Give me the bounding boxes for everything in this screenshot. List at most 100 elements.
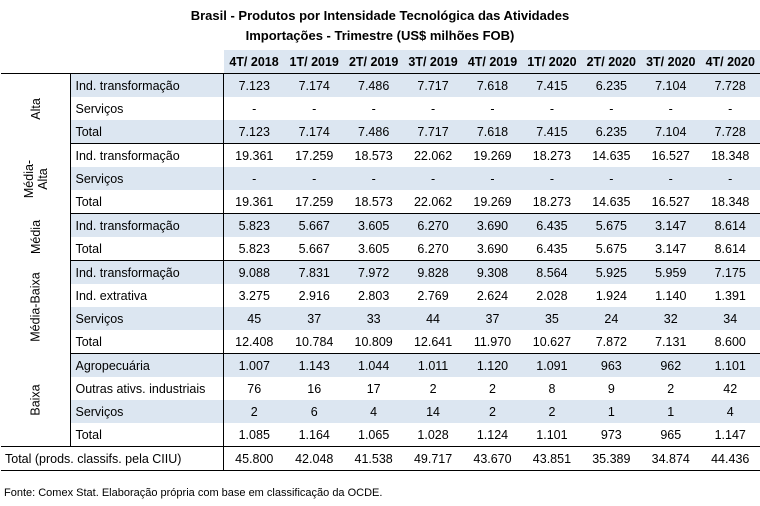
cell-value: 962 [641, 353, 701, 377]
grand-total-value: 43.670 [462, 446, 523, 471]
cell-value: 10.809 [343, 330, 404, 354]
row-label: Total [70, 423, 224, 447]
cell-value: 7.123 [223, 120, 285, 144]
cell-value: 7.131 [641, 330, 701, 354]
cell-value: 3.605 [343, 213, 404, 237]
cell-value: 5.675 [581, 213, 642, 237]
cell-value: 1 [641, 400, 701, 423]
cell-value: 42 [723, 381, 738, 396]
cell-value: 1.140 [655, 288, 687, 303]
cell-value: 2 [223, 400, 285, 423]
row-label: Total [70, 330, 224, 354]
row-label: Ind. transformação [70, 73, 224, 97]
cell-value: - [223, 167, 285, 190]
table-row: Total 5.823 5.667 3.605 6.270 3.690 6.435 5.675… [1, 237, 760, 261]
cell-value: 7.415 [522, 73, 582, 97]
cell-value: 18.273 [532, 148, 572, 163]
group-label: Média [1, 213, 72, 261]
cell-value: 1.147 [700, 423, 760, 447]
cell-value: 1.065 [343, 423, 404, 447]
cell-value: 22.062 [413, 148, 453, 163]
cell-value: 14.635 [581, 190, 642, 214]
cell-value: 4 [700, 400, 760, 423]
cell-value: 9.828 [403, 260, 463, 284]
cell-value: 8.614 [700, 237, 760, 261]
cell-value: - [430, 101, 436, 116]
cell-value: 10.627 [522, 330, 582, 354]
cell-value: 1.085 [223, 423, 285, 447]
cell-value: 1 [581, 400, 642, 423]
cell-value: 1.044 [343, 353, 404, 377]
cell-value: 18.573 [343, 190, 404, 214]
cell-value: 1.164 [284, 423, 344, 447]
cell-value: 37 [284, 307, 344, 330]
cell-value: 2.803 [358, 288, 390, 303]
cell-value: 19.361 [223, 190, 285, 214]
row-label: Outras ativs. industriais [70, 377, 224, 400]
cell-value: 17 [366, 381, 381, 396]
cell-value: 17.259 [284, 190, 344, 214]
cell-value: 5.675 [581, 237, 642, 261]
cell-value: 19.269 [473, 148, 512, 163]
grand-total-value: 45.800 [223, 446, 285, 471]
header-blank-group [1, 50, 71, 74]
row-label: Serviços [70, 307, 224, 330]
cell-value: 963 [581, 353, 642, 377]
row-label: Ind. transformação [70, 143, 224, 167]
cell-value: 4 [343, 400, 404, 423]
cell-value: 11.970 [462, 330, 523, 354]
cell-value: 3.147 [641, 213, 701, 237]
cell-value: 8.600 [700, 330, 760, 354]
cell-value: 76 [247, 381, 262, 396]
group-label: Baixa [1, 353, 72, 447]
cell-value: 14.635 [592, 148, 631, 163]
cell-value: 7.104 [641, 120, 701, 144]
cell-value: 6.270 [403, 213, 463, 237]
cell-value: 6 [284, 400, 344, 423]
cell-value: 6.270 [403, 237, 463, 261]
cell-value: 18.348 [700, 190, 760, 214]
group-label-text: Baixa [28, 384, 43, 416]
cell-value: 14 [403, 400, 463, 423]
table-row: Outras ativs. industriais 76 16 17 2 2 8 9 2 42 [1, 377, 760, 400]
cell-value: 7.717 [403, 120, 463, 144]
cell-value: 18.273 [522, 190, 582, 214]
group-label-text: Média-Alta [21, 159, 50, 198]
cell-value: 1.007 [223, 353, 285, 377]
cell-value: 2.624 [476, 288, 509, 303]
period-header: 3T/ 2019 [403, 50, 463, 74]
cell-value: 35 [522, 307, 582, 330]
cell-value: 3.605 [343, 237, 404, 261]
row-label: Agropecuária [70, 353, 224, 377]
period-header: 2T/ 2019 [343, 50, 404, 74]
period-header: 4T/ 2020 [700, 50, 760, 74]
cell-value: - [371, 101, 376, 116]
cell-value: 6.235 [581, 73, 642, 97]
cell-value: 18.348 [711, 148, 750, 163]
cell-value: 22.062 [403, 190, 463, 214]
cell-value: - [462, 167, 523, 190]
header-blank-label [70, 50, 224, 74]
cell-value: 16.527 [651, 148, 690, 163]
group-label: Alta [1, 73, 72, 144]
cell-value: 5.959 [641, 260, 701, 284]
period-header: 3T/ 2020 [641, 50, 701, 74]
table-row: Baixa Agropecuária 1.007 1.143 1.044 1.011 1.1… [1, 353, 760, 447]
row-label: Serviços [70, 97, 224, 120]
table-row: Média-Baixa Ind. transformação 9.088 7.831 7… [1, 260, 760, 354]
group-label-text: Média [28, 219, 43, 255]
row-label: Total [70, 237, 224, 261]
header-row: 4T/ 2018 1T/ 2019 2T/ 2019 3T/ 2019 4T/ 2019… [1, 50, 760, 74]
cell-value: 1.120 [462, 353, 523, 377]
cell-value: 8 [548, 381, 556, 396]
table-row: Ind. extrativa 3.275 2.916 2.803 2.769 2.624 2… [1, 284, 760, 307]
cell-value: 12.641 [403, 330, 463, 354]
group-label: Média-Baixa [1, 260, 72, 354]
cell-value: 1.391 [714, 288, 746, 303]
cell-value: - [641, 167, 701, 190]
cell-value: 6.235 [581, 120, 642, 144]
cell-value: 5.823 [223, 213, 285, 237]
group-label-text: Média-Baixa [28, 272, 43, 342]
cell-value: - [252, 101, 257, 116]
cell-value: 7.717 [403, 73, 463, 97]
